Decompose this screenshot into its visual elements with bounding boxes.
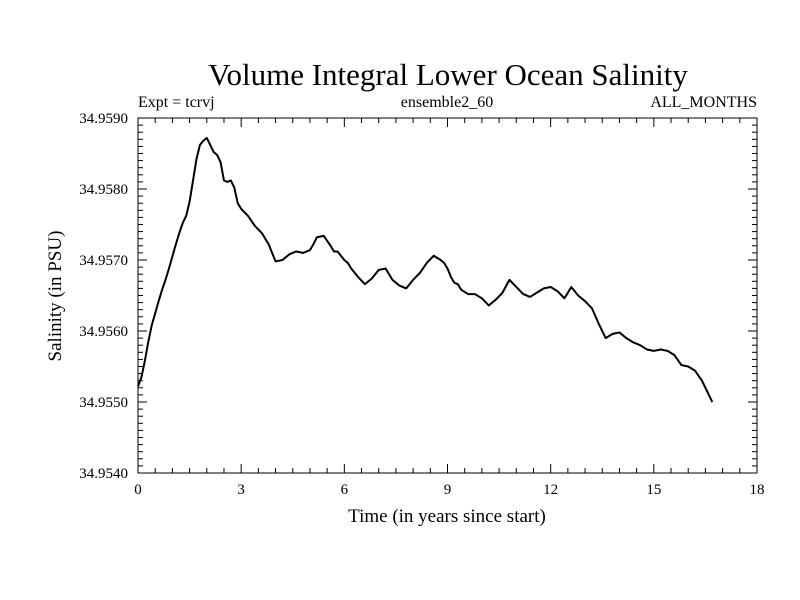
y-tick-label: 34.9580 bbox=[79, 182, 128, 198]
axis-ticks bbox=[137, 117, 758, 474]
salinity-series-line bbox=[137, 136, 714, 403]
y-tick-label: 34.9560 bbox=[79, 324, 128, 340]
x-tick-label: 6 bbox=[341, 482, 349, 498]
experiment-label: Expt = tcrvj bbox=[138, 94, 215, 111]
x-tick-label: 9 bbox=[444, 482, 452, 498]
plot-area-frame bbox=[137, 117, 758, 474]
y-axis-label: Salinity (in PSU) bbox=[45, 231, 66, 362]
series-layer bbox=[137, 136, 714, 403]
x-tick-label: 0 bbox=[134, 482, 142, 498]
tick-labels: 0 3 6 9 12 15 18 34.9540 34.9550 34.9560 34.9570 34… bbox=[79, 111, 764, 498]
x-tick-label: 15 bbox=[646, 482, 661, 498]
x-tick-label: 3 bbox=[237, 482, 245, 498]
x-axis-label: Time (in years since start) bbox=[348, 506, 546, 527]
x-tick-label: 18 bbox=[750, 482, 765, 498]
chart-title: Volume Integral Lower Ocean Salinity bbox=[208, 57, 688, 92]
y-tick-label: 34.9570 bbox=[79, 253, 128, 269]
x-tick-label: 12 bbox=[543, 482, 558, 498]
ensemble-label: ensemble2_60 bbox=[401, 94, 493, 111]
y-tick-label: 34.9540 bbox=[79, 466, 128, 482]
y-tick-label: 34.9550 bbox=[79, 395, 128, 411]
months-label: ALL_MONTHS bbox=[650, 94, 757, 111]
y-tick-label: 34.9590 bbox=[79, 111, 128, 127]
